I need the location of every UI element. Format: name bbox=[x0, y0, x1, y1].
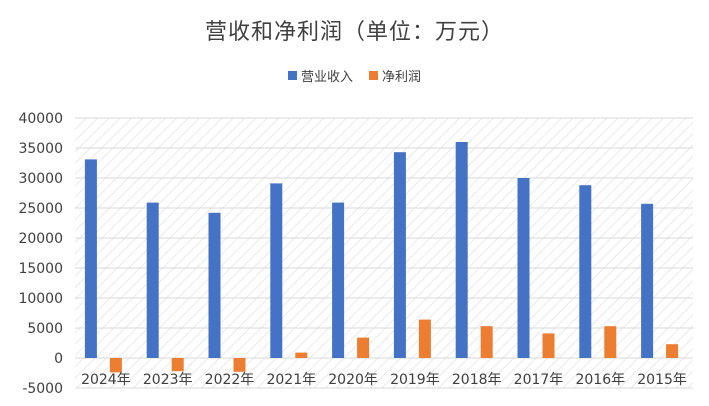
bar-net-profit bbox=[233, 358, 246, 372]
x-tick-label: 2015年 bbox=[637, 372, 687, 388]
y-tick-label: 15000 bbox=[18, 261, 63, 277]
x-tick-label: 2019年 bbox=[390, 372, 440, 388]
bar-revenue bbox=[579, 185, 592, 358]
y-tick-label: 35000 bbox=[18, 141, 63, 157]
bar-net-profit bbox=[109, 358, 122, 373]
bar-revenue bbox=[393, 152, 406, 358]
bar-net-profit bbox=[480, 326, 493, 358]
bar-revenue bbox=[641, 203, 654, 358]
y-tick-label: 10000 bbox=[18, 291, 63, 307]
bar-net-profit bbox=[542, 333, 555, 358]
bar-revenue bbox=[270, 183, 283, 358]
bar-net-profit bbox=[418, 319, 431, 358]
bar-net-profit bbox=[171, 358, 184, 372]
bar-net-profit bbox=[666, 344, 679, 358]
y-tick-label: 40000 bbox=[18, 111, 63, 127]
y-tick-label: 5000 bbox=[27, 321, 63, 337]
legend-label-net-profit: 净利润 bbox=[382, 70, 422, 85]
x-tick-label: 2018年 bbox=[452, 372, 502, 388]
bar-net-profit bbox=[604, 326, 617, 358]
y-tick-label: 30000 bbox=[18, 171, 63, 187]
bar-revenue bbox=[208, 212, 221, 358]
bar-revenue bbox=[517, 178, 530, 358]
x-tick-label: 2023年 bbox=[143, 372, 193, 388]
bar-revenue bbox=[84, 159, 97, 358]
legend-item-revenue: 营业收入 bbox=[287, 66, 353, 85]
bar-revenue bbox=[146, 202, 159, 358]
y-tick-label: 20000 bbox=[18, 231, 63, 247]
chart-title: 营收和净利润（单位：万元） bbox=[204, 20, 504, 45]
legend-item-net-profit: 净利润 bbox=[369, 66, 421, 85]
chart-legend: 营业收入 净利润 bbox=[0, 66, 709, 85]
y-tick-label: 25000 bbox=[18, 201, 63, 217]
plot-background bbox=[75, 118, 693, 388]
bar-net-profit bbox=[357, 337, 370, 358]
legend-swatch-net-profit bbox=[369, 71, 378, 80]
x-tick-label: 2024年 bbox=[81, 372, 131, 388]
x-tick-label: 2022年 bbox=[205, 372, 255, 388]
x-tick-label: 2020年 bbox=[328, 372, 378, 388]
bar-net-profit bbox=[295, 352, 308, 358]
y-tick-label: -5000 bbox=[22, 381, 63, 397]
y-tick-label: 0 bbox=[54, 351, 63, 367]
legend-label-revenue: 营业收入 bbox=[300, 70, 353, 85]
x-tick-label: 2017年 bbox=[514, 372, 564, 388]
x-tick-label: 2016年 bbox=[575, 372, 625, 388]
legend-swatch-revenue bbox=[287, 71, 297, 80]
bar-revenue bbox=[455, 142, 468, 358]
bar-revenue bbox=[332, 202, 345, 358]
x-tick-label: 2021年 bbox=[266, 372, 316, 388]
